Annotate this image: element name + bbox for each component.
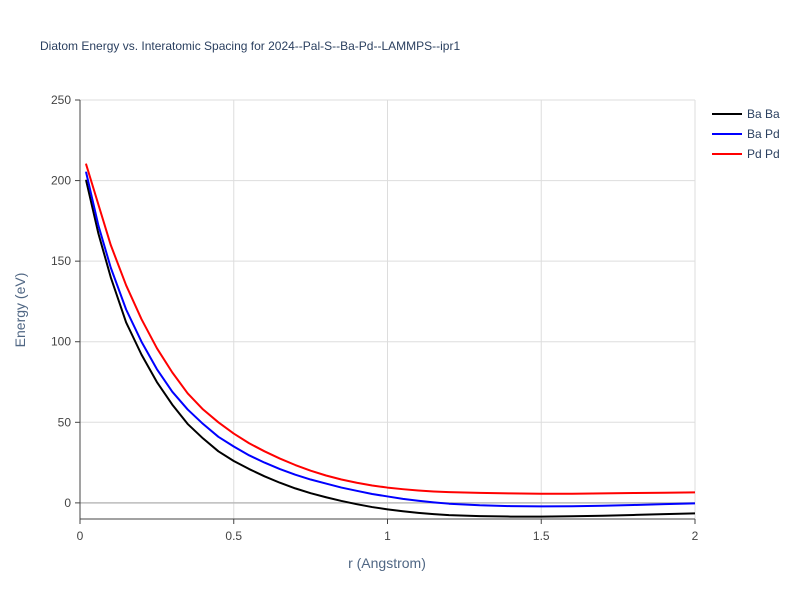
y-tick-label: 50 xyxy=(58,415,72,429)
legend-label: Ba Pd xyxy=(747,127,780,141)
y-tick-label: 100 xyxy=(51,335,71,349)
x-axis-title: r (Angstrom) xyxy=(348,555,426,571)
tick-labels: 0 0.5 1 1.5 2 0 50 100 150 200 250 xyxy=(51,93,699,543)
grid xyxy=(80,99,696,519)
x-tick-label: 0.5 xyxy=(225,529,242,543)
legend-label: Pd Pd xyxy=(747,147,780,161)
y-tick-label: 250 xyxy=(51,93,71,107)
series-line-pd-pd xyxy=(85,163,695,495)
x-tick-label: 1.5 xyxy=(533,529,550,543)
x-tick-label: 2 xyxy=(692,529,699,543)
legend[interactable]: Ba Ba Ba Pd Pd Pd xyxy=(712,107,780,161)
y-tick-label: 200 xyxy=(51,174,71,188)
y-tick-label: 150 xyxy=(51,254,71,268)
legend-item-ba-pd[interactable]: Ba Pd xyxy=(712,127,780,141)
series-lines xyxy=(85,163,695,518)
axes xyxy=(75,99,696,524)
x-tick-label: 1 xyxy=(384,529,391,543)
y-axis-title: Energy (eV) xyxy=(12,273,28,348)
legend-item-pd-pd[interactable]: Pd Pd xyxy=(712,147,780,161)
x-tick-label: 0 xyxy=(77,529,84,543)
y-tick-label: 0 xyxy=(64,496,71,510)
legend-item-ba-ba[interactable]: Ba Ba xyxy=(712,107,780,121)
series-line-ba-ba xyxy=(85,179,695,518)
chart-title: Diatom Energy vs. Interatomic Spacing fo… xyxy=(40,39,460,53)
series-line-ba-pd xyxy=(85,171,695,508)
legend-label: Ba Ba xyxy=(747,107,780,121)
